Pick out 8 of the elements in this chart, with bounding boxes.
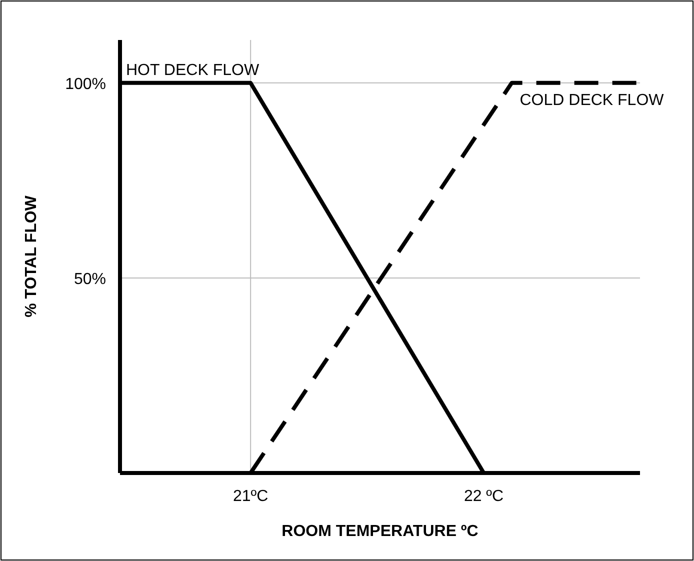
series-label: COLD DECK FLOW — [520, 92, 665, 109]
y-tick-label: 50% — [74, 270, 106, 288]
x-axis-title: ROOM TEMPERATURE ºC — [282, 523, 479, 540]
y-tick-label: 100% — [65, 76, 106, 93]
x-tick-label: 21ºC — [232, 488, 268, 505]
series-label: HOT DECK FLOW — [126, 62, 260, 79]
y-axis-title: % TOTAL FLOW — [23, 194, 40, 318]
x-tick-label: 22 ºC — [464, 488, 504, 505]
